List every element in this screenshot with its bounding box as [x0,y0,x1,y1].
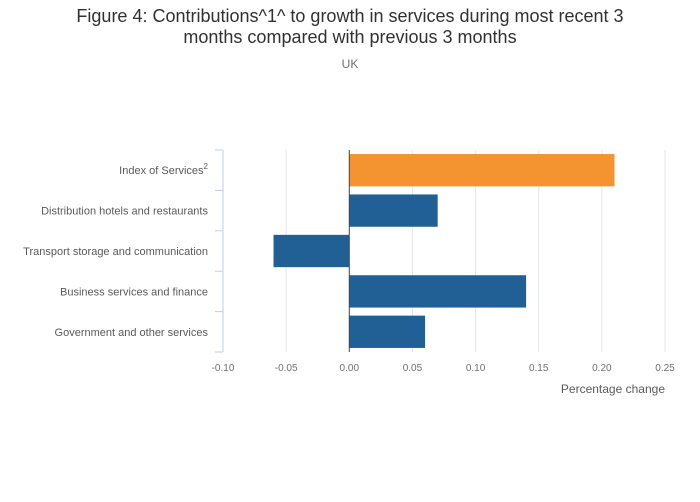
x-tick-label: 0.15 [529,363,549,374]
category-label: Government and other services [55,327,209,339]
bar-government-and-other-services [349,315,426,348]
chart-subtitle: UK [341,57,359,71]
category-label: Distribution hotels and restaurants [41,206,208,218]
x-tick-label: 0.25 [655,363,675,374]
x-axis-title: Percentage change [561,382,665,396]
bar-index-of-services [349,154,615,187]
chart-title-line-1: Figure 4: Contributions^1^ to growth in … [76,6,624,26]
category-label: Business services and finance [60,286,208,298]
x-tick-label: -0.05 [275,363,298,374]
x-tick-label: 0.10 [466,363,486,374]
category-label: Index of Services2 [119,162,208,177]
category-label: Transport storage and communication [23,246,208,258]
bar-distribution-hotels-and-restaurants [349,194,438,227]
bar-business-services-and-finance [349,275,527,308]
x-tick-label: -0.10 [212,363,235,374]
x-tick-label: 0.05 [403,363,423,374]
x-tick-label: 0.00 [340,363,360,374]
chart-title-line-2: months compared with previous 3 months [183,27,517,47]
bar-transport-storage-and-communication [273,234,350,268]
chart-title: Figure 4: Contributions^1^ to growth in … [0,6,700,48]
x-tick-label: 0.20 [592,363,612,374]
